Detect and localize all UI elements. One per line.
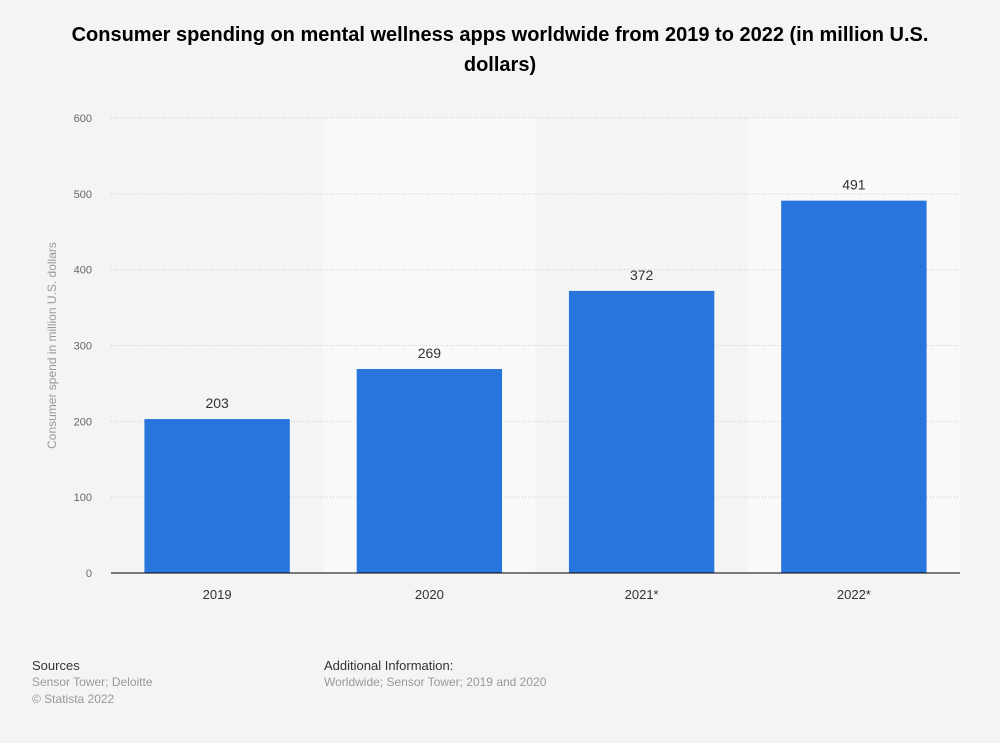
y-tick-label: 500 xyxy=(74,189,92,201)
x-tick-label: 2020 xyxy=(415,587,444,602)
bar xyxy=(568,290,715,573)
x-tick-label: 2022* xyxy=(837,587,871,602)
copyright-text: © Statista 2022 xyxy=(32,692,115,706)
chart-title: Consumer spending on mental wellness app… xyxy=(71,24,929,76)
data-label: 491 xyxy=(842,177,866,193)
sources-block: Sources Sensor Tower; Deloitte © Statist… xyxy=(32,657,153,708)
y-tick-label: 100 xyxy=(74,492,92,504)
additional-info-text: Worldwide; Sensor Tower; 2019 and 2020 xyxy=(324,675,547,689)
bar xyxy=(356,369,503,573)
additional-info-label: Additional Information: xyxy=(324,658,454,673)
bar xyxy=(781,200,927,574)
y-tick-label: 300 xyxy=(74,341,92,353)
x-tick-label: 2021* xyxy=(625,587,659,602)
data-label: 372 xyxy=(630,267,654,283)
y-tick-label: 0 xyxy=(86,568,92,580)
y-axis-label: Consumer spend in million U.S. dollars xyxy=(45,242,59,449)
data-label: 269 xyxy=(418,345,442,361)
bar xyxy=(144,419,290,573)
additional-info-block: Additional Information: Worldwide; Senso… xyxy=(324,657,546,691)
y-tick-label: 200 xyxy=(74,416,92,428)
sources-label: Sources xyxy=(32,658,80,673)
y-tick-label: 400 xyxy=(74,265,92,277)
y-tick-label: 600 xyxy=(74,113,92,125)
data-label: 203 xyxy=(205,395,229,411)
sources-text: Sensor Tower; Deloitte xyxy=(32,675,153,689)
x-tick-label: 2019 xyxy=(203,587,232,602)
